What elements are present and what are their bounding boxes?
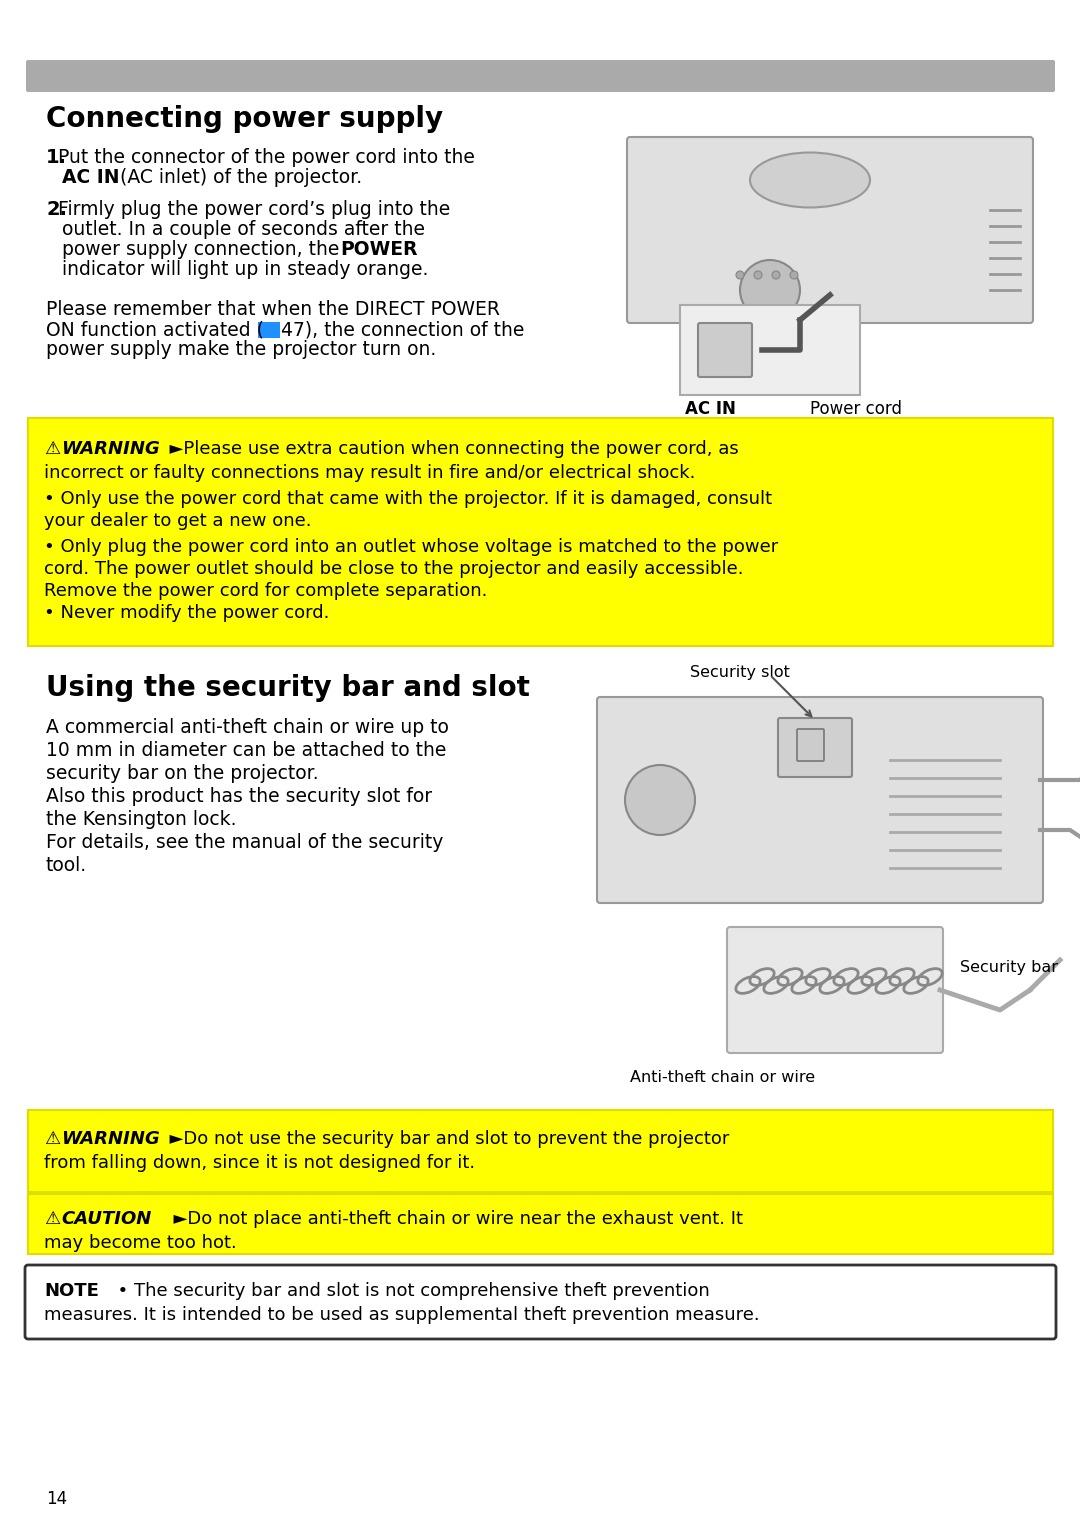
Text: from falling down, since it is not designed for it.: from falling down, since it is not desig… bbox=[44, 1154, 475, 1172]
Circle shape bbox=[789, 272, 798, 279]
Text: measures. It is intended to be used as supplemental theft prevention measure.: measures. It is intended to be used as s… bbox=[44, 1306, 759, 1325]
Text: ⚠: ⚠ bbox=[44, 1129, 60, 1148]
Text: outlet. In a couple of seconds after the: outlet. In a couple of seconds after the bbox=[62, 220, 426, 240]
Text: POWER: POWER bbox=[340, 240, 418, 259]
Text: Connecting power supply: Connecting power supply bbox=[46, 105, 443, 133]
FancyBboxPatch shape bbox=[258, 322, 280, 337]
Text: ⚠: ⚠ bbox=[44, 1210, 60, 1228]
Text: A commercial anti-theft chain or wire up to: A commercial anti-theft chain or wire up… bbox=[46, 719, 449, 737]
Text: Remove the power cord for complete separation.: Remove the power cord for complete separ… bbox=[44, 581, 487, 600]
Text: 1.: 1. bbox=[46, 148, 67, 166]
Text: CAUTION: CAUTION bbox=[60, 1210, 151, 1228]
FancyBboxPatch shape bbox=[25, 1265, 1056, 1338]
Text: WARNING: WARNING bbox=[60, 439, 160, 458]
Circle shape bbox=[735, 272, 744, 279]
Text: your dealer to get a new one.: your dealer to get a new one. bbox=[44, 513, 311, 530]
Text: may become too hot.: may become too hot. bbox=[44, 1235, 237, 1251]
Text: • Only plug the power cord into an outlet whose voltage is matched to the power: • Only plug the power cord into an outle… bbox=[44, 539, 779, 555]
Text: AC IN: AC IN bbox=[62, 168, 120, 188]
Text: Security slot: Security slot bbox=[690, 665, 789, 681]
Text: security bar on the projector.: security bar on the projector. bbox=[46, 765, 319, 783]
Text: indicator will light up in steady orange.: indicator will light up in steady orange… bbox=[62, 259, 429, 279]
Ellipse shape bbox=[750, 153, 870, 208]
Text: Put the connector of the power cord into the: Put the connector of the power cord into… bbox=[46, 148, 475, 166]
Text: WARNING: WARNING bbox=[60, 1129, 160, 1148]
Text: ►Do not use the security bar and slot to prevent the projector: ►Do not use the security bar and slot to… bbox=[158, 1129, 729, 1148]
Circle shape bbox=[740, 259, 800, 320]
Text: tool.: tool. bbox=[46, 856, 87, 874]
Text: ⚠: ⚠ bbox=[44, 439, 60, 458]
FancyBboxPatch shape bbox=[28, 1109, 1053, 1192]
Circle shape bbox=[772, 272, 780, 279]
FancyBboxPatch shape bbox=[627, 137, 1032, 324]
Text: • Never modify the power cord.: • Never modify the power cord. bbox=[44, 604, 329, 623]
Text: incorrect or faulty connections may result in fire and/or electrical shock.: incorrect or faulty connections may resu… bbox=[44, 464, 696, 482]
FancyBboxPatch shape bbox=[727, 926, 943, 1053]
FancyBboxPatch shape bbox=[28, 418, 1053, 645]
Text: 47), the connection of the: 47), the connection of the bbox=[281, 320, 525, 339]
Text: Firmly plug the power cord’s plug into the: Firmly plug the power cord’s plug into t… bbox=[46, 200, 450, 220]
FancyBboxPatch shape bbox=[797, 729, 824, 761]
Text: ON function activated (: ON function activated ( bbox=[46, 320, 264, 339]
Text: Please remember that when the DIRECT POWER: Please remember that when the DIRECT POW… bbox=[46, 301, 500, 319]
Text: Also this product has the security slot for: Also this product has the security slot … bbox=[46, 787, 432, 806]
Text: Security bar: Security bar bbox=[960, 960, 1058, 975]
FancyBboxPatch shape bbox=[28, 1193, 1053, 1254]
FancyBboxPatch shape bbox=[597, 697, 1043, 903]
Text: ►Please use extra caution when connecting the power cord, as: ►Please use extra caution when connectin… bbox=[158, 439, 739, 458]
Text: 10 mm in diameter can be attached to the: 10 mm in diameter can be attached to the bbox=[46, 742, 446, 760]
Text: power supply connection, the: power supply connection, the bbox=[62, 240, 346, 259]
FancyBboxPatch shape bbox=[26, 60, 1055, 92]
Circle shape bbox=[625, 765, 696, 835]
Text: Power cord: Power cord bbox=[810, 400, 902, 418]
Text: NOTE: NOTE bbox=[44, 1282, 99, 1300]
FancyBboxPatch shape bbox=[778, 719, 852, 777]
Text: 14: 14 bbox=[46, 1489, 67, 1508]
Text: 2.: 2. bbox=[46, 200, 67, 220]
Text: For details, see the manual of the security: For details, see the manual of the secur… bbox=[46, 833, 444, 852]
Text: Using the security bar and slot: Using the security bar and slot bbox=[46, 674, 530, 702]
Text: Anti-theft chain or wire: Anti-theft chain or wire bbox=[630, 1070, 815, 1085]
Text: ►Do not place anti-theft chain or wire near the exhaust vent. It: ►Do not place anti-theft chain or wire n… bbox=[162, 1210, 743, 1228]
Text: AC IN: AC IN bbox=[685, 400, 735, 418]
Text: power supply make the projector turn on.: power supply make the projector turn on. bbox=[46, 340, 436, 359]
Text: • Only use the power cord that came with the projector. If it is damaged, consul: • Only use the power cord that came with… bbox=[44, 490, 772, 508]
Text: Setting up: Setting up bbox=[46, 46, 124, 58]
Text: (AC inlet) of the projector.: (AC inlet) of the projector. bbox=[114, 168, 362, 188]
Text: cord. The power outlet should be close to the projector and easily accessible.: cord. The power outlet should be close t… bbox=[44, 560, 743, 578]
Text: • The security bar and slot is not comprehensive theft prevention: • The security bar and slot is not compr… bbox=[106, 1282, 710, 1300]
FancyBboxPatch shape bbox=[698, 324, 752, 377]
FancyBboxPatch shape bbox=[680, 305, 860, 395]
Text: the Kensington lock.: the Kensington lock. bbox=[46, 810, 237, 829]
Circle shape bbox=[754, 272, 762, 279]
